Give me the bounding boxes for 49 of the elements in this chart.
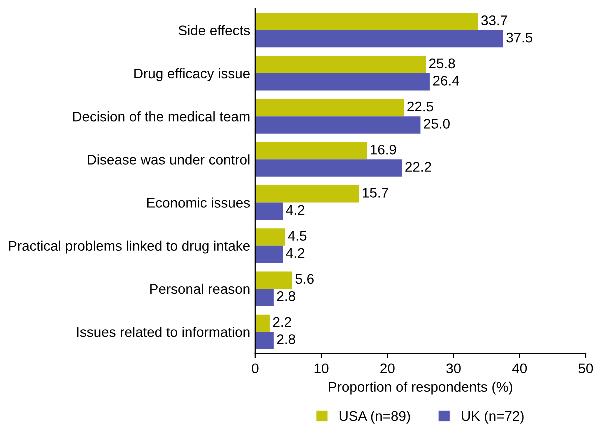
legend-label: UK (n=72) <box>462 410 524 424</box>
x-axis-title: Proportion of respondents (%) <box>329 382 512 395</box>
data-label: 25.0 <box>424 119 450 129</box>
y-tick-label: Practical problems linked to drug intake <box>9 240 250 254</box>
data-label: 26.4 <box>433 76 460 86</box>
bar <box>255 116 421 134</box>
bar <box>255 13 478 30</box>
x-tick-label: 40 <box>512 364 528 374</box>
x-tick-label: 20 <box>380 364 395 374</box>
bar <box>255 288 274 306</box>
bar <box>255 186 360 203</box>
bar <box>255 332 274 350</box>
data-label: 25.8 <box>429 58 456 69</box>
data-label: 37.5 <box>506 32 533 43</box>
y-tick-label: Decision of the medical team <box>73 112 250 122</box>
bar <box>255 30 504 48</box>
data-label: 2.2 <box>273 317 292 328</box>
x-tick-label: 0 <box>252 364 259 374</box>
x-tick-label: 50 <box>578 364 594 374</box>
bar <box>255 99 404 117</box>
legend-label: USA (n=89) <box>340 410 410 424</box>
bar <box>255 202 284 220</box>
bar <box>255 314 270 332</box>
bar <box>255 160 402 177</box>
data-label: 2.8 <box>277 291 296 302</box>
bar <box>255 142 368 160</box>
data-label: 4.2 <box>286 248 305 258</box>
data-label: 2.8 <box>277 334 296 344</box>
data-label: 33.7 <box>482 16 508 26</box>
y-tick-label: Side effects <box>178 25 250 36</box>
data-label: 15.7 <box>363 188 388 198</box>
bar <box>255 73 430 91</box>
bar <box>255 228 286 246</box>
x-tick-label: 30 <box>446 364 461 374</box>
bar <box>255 246 284 264</box>
data-label: 22.5 <box>408 102 434 112</box>
y-tick-label: Issues related to information <box>77 327 250 338</box>
y-tick-label: Disease was under control <box>88 154 250 165</box>
y-tick-label: Economic issues <box>148 198 250 208</box>
y-tick-label: Drug efficacy issue <box>134 68 250 82</box>
data-label: 4.5 <box>288 231 307 241</box>
data-label: 5.6 <box>296 274 314 284</box>
bar <box>255 56 426 74</box>
x-tick-label: 10 <box>314 364 329 374</box>
y-tick-label: Personal reason <box>150 284 250 294</box>
data-label: 4.2 <box>286 205 305 215</box>
data-label: 22.2 <box>406 162 432 172</box>
bar <box>255 272 292 289</box>
data-label: 16.9 <box>370 144 396 155</box>
